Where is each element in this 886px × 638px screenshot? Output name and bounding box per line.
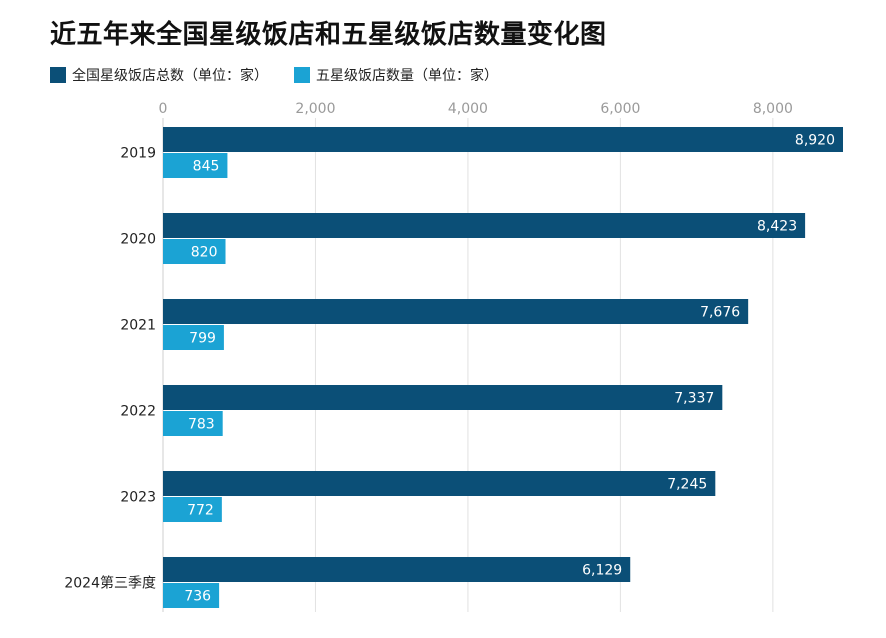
tick-label: 2,000 bbox=[295, 101, 335, 117]
legend-swatch-five-star bbox=[294, 67, 310, 83]
bar bbox=[163, 471, 716, 496]
bar-value-label: 799 bbox=[189, 331, 216, 347]
bar bbox=[163, 153, 228, 178]
category-label: 2019 bbox=[120, 146, 156, 162]
bar bbox=[163, 299, 749, 324]
bar-value-label: 783 bbox=[188, 417, 215, 433]
category-label: 2022 bbox=[120, 404, 156, 420]
bar bbox=[163, 239, 226, 264]
bar bbox=[163, 497, 222, 522]
bar-value-label: 820 bbox=[191, 245, 218, 261]
tick-label: 4,000 bbox=[448, 101, 488, 117]
bar-value-label: 845 bbox=[193, 159, 220, 175]
bar-value-label: 7,676 bbox=[700, 305, 740, 321]
category-label: 2023 bbox=[120, 490, 156, 506]
category-label: 2020 bbox=[120, 232, 156, 248]
bar-value-label: 736 bbox=[184, 589, 211, 605]
chart-title: 近五年来全国星级饭店和五星级饭店数量变化图 bbox=[50, 20, 607, 50]
bar-value-label: 7,337 bbox=[674, 391, 714, 407]
bar-value-label: 7,245 bbox=[667, 477, 707, 493]
bar bbox=[163, 213, 806, 238]
bar bbox=[163, 583, 220, 608]
category-label: 2024第三季度 bbox=[64, 575, 156, 592]
legend-item-total: 全国星级饭店总数（单位：家） bbox=[50, 65, 268, 85]
bar bbox=[163, 325, 224, 350]
bar-value-label: 8,920 bbox=[795, 133, 835, 149]
bar bbox=[163, 411, 223, 436]
legend-label-total: 全国星级饭店总数（单位：家） bbox=[72, 68, 268, 84]
category-label: 2021 bbox=[120, 318, 156, 334]
legend-item-five-star: 五星级饭店数量（单位：家） bbox=[294, 65, 498, 85]
legend-swatch-total bbox=[50, 67, 66, 83]
bar-value-label: 8,423 bbox=[757, 219, 797, 235]
tick-label: 6,000 bbox=[600, 101, 640, 117]
tick-label: 0 bbox=[159, 101, 168, 117]
bar-value-label: 6,129 bbox=[582, 563, 622, 579]
bar-value-label: 772 bbox=[187, 503, 214, 519]
bar bbox=[163, 557, 631, 582]
legend-label-five-star: 五星级饭店数量（单位：家） bbox=[316, 68, 498, 84]
bar bbox=[163, 127, 843, 152]
tick-label: 8,000 bbox=[753, 101, 793, 117]
legend: 全国星级饭店总数（单位：家） 五星级饭店数量（单位：家） bbox=[50, 66, 524, 84]
bar bbox=[163, 385, 723, 410]
